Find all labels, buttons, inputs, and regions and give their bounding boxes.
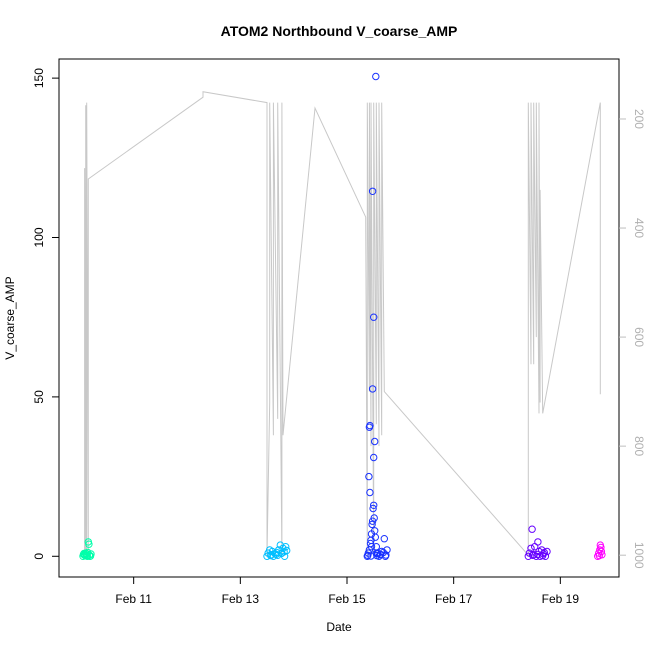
- pressure-line-layer: [84, 91, 601, 557]
- data-point: [267, 551, 275, 560]
- y-right-tick-label: 800: [632, 436, 646, 456]
- x-tick-label: Feb 17: [435, 592, 473, 606]
- data-point: [371, 437, 379, 446]
- data-point: [282, 543, 290, 551]
- data-point: [368, 385, 377, 393]
- data-point: [372, 549, 380, 558]
- data-point: [383, 546, 391, 554]
- data-point: [370, 313, 378, 321]
- plot-frame: [58, 58, 620, 578]
- data-point: [364, 551, 372, 559]
- data-point: [543, 547, 551, 556]
- data-point: [280, 548, 288, 556]
- data-point: [528, 551, 537, 559]
- data-point: [524, 552, 532, 560]
- y-right-tick-label: 400: [632, 218, 646, 238]
- data-point: [366, 488, 374, 497]
- x-axis: Feb 11 Feb 13 Feb 15 Feb 17 Feb 19: [115, 577, 579, 606]
- y-tick-label: 50: [32, 390, 46, 404]
- y-axis-right: 200 400 600 800 1000: [619, 109, 646, 569]
- series-4: [594, 541, 606, 560]
- data-point: [370, 514, 378, 522]
- data-point: [533, 550, 542, 559]
- data-point: [365, 472, 373, 481]
- data-point: [538, 546, 546, 554]
- y-right-tick-label: 1000: [632, 542, 646, 569]
- y-tick-label: 0: [32, 553, 46, 560]
- data-point: [534, 538, 542, 546]
- series-2: [363, 72, 391, 560]
- data-point: [272, 550, 280, 559]
- x-tick-label: Feb 13: [222, 592, 260, 606]
- x-axis-label: Date: [326, 620, 352, 634]
- series-0: [79, 538, 95, 560]
- y-axis-label: V_coarse_AMP: [3, 276, 17, 359]
- data-point: [85, 540, 93, 548]
- data-point: [86, 552, 95, 560]
- y-tick-label: 150: [32, 68, 46, 88]
- x-tick-label: Feb 15: [328, 592, 366, 606]
- data-point: [371, 527, 379, 535]
- data-point: [527, 544, 535, 552]
- y-tick-label: 100: [32, 227, 46, 247]
- series-1: [263, 541, 291, 560]
- points-layer: [79, 72, 606, 560]
- x-tick-label: Feb 19: [542, 592, 580, 606]
- data-point: [595, 551, 603, 560]
- data-point: [370, 453, 378, 462]
- data-point: [369, 504, 377, 513]
- data-point: [366, 421, 374, 430]
- x-tick-label: Feb 11: [115, 592, 152, 606]
- data-point: [80, 549, 88, 558]
- y-right-tick-label: 200: [632, 109, 646, 129]
- pressure-line: [84, 91, 601, 557]
- y-right-tick-label: 600: [632, 327, 646, 347]
- data-point: [597, 547, 606, 556]
- data-point: [372, 72, 380, 81]
- data-point: [368, 187, 377, 196]
- series-3: [524, 525, 551, 560]
- data-point: [370, 501, 378, 509]
- data-point: [539, 551, 547, 560]
- chart-title: ATOM2 Northbound V_coarse_AMP: [221, 23, 458, 39]
- data-point: [380, 535, 388, 543]
- data-point: [379, 548, 387, 557]
- data-point: [366, 539, 375, 548]
- data-point: [274, 551, 282, 559]
- data-point: [597, 543, 605, 552]
- y-axis: 0 50 100 150: [32, 68, 59, 560]
- data-point: [528, 525, 536, 533]
- data-point: [367, 543, 376, 551]
- data-point: [368, 520, 376, 529]
- data-point: [382, 551, 390, 559]
